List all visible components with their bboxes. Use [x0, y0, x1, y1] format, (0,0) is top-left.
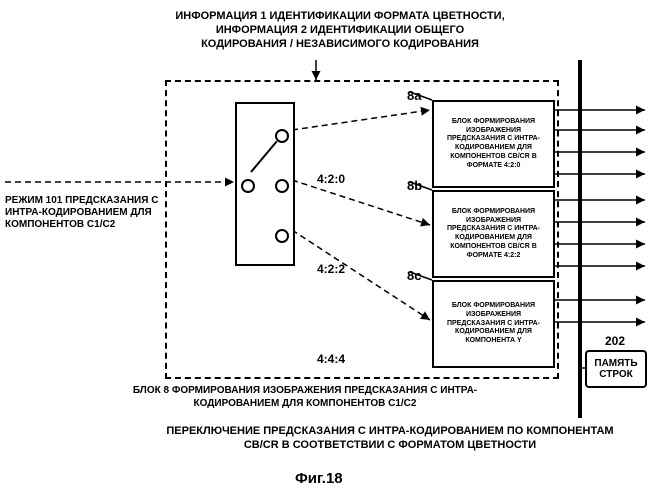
switch-port-out-3 [275, 229, 289, 243]
block-8b: БЛОК ФОРМИРОВАНИЯ ИЗОБРАЖЕНИЯ ПРЕДСКАЗАН… [432, 190, 555, 278]
header-line1: ИНФОРМАЦИЯ 1 ИДЕНТИФИКАЦИИ ФОРМАТА ЦВЕТН… [175, 10, 504, 22]
bottom-description: ПЕРЕКЛЮЧЕНИЕ ПРЕДСКАЗАНИЯ С ИНТРА-КОДИРО… [150, 425, 630, 453]
ratio-444: 4:4:4 [317, 352, 345, 366]
header-line3: КОДИРОВАНИЯ / НЕЗАВИСИМОГО КОДИРОВАНИЯ [201, 38, 479, 50]
ratio-422: 4:2:2 [317, 262, 345, 276]
block-8-container: 8a 8b 8c 4:2:0 4:2:2 4:4:4 БЛОК ФОРМИРОВ… [165, 80, 559, 379]
label-8a: 8a [407, 88, 421, 103]
label-8b: 8b [407, 178, 422, 193]
memory-num: 202 [605, 334, 625, 348]
header-line2: ИНФОРМАЦИЯ 2 ИДЕНТИФИКАЦИИ ОБЩЕГО [216, 24, 464, 36]
switch-arm [250, 141, 277, 173]
block-8c: БЛОК ФОРМИРОВАНИЯ ИЗОБРАЖЕНИЯ ПРЕДСКАЗАН… [432, 280, 555, 368]
figure-caption: Фиг.18 [295, 470, 343, 487]
switch-port-in [241, 179, 255, 193]
label-8c: 8c [407, 268, 421, 283]
switch-box [235, 102, 295, 266]
block-8a: БЛОК ФОРМИРОВАНИЯ ИЗОБРАЖЕНИЯ ПРЕДСКАЗАН… [432, 100, 555, 188]
switch-port-out-2 [275, 179, 289, 193]
ratio-420: 4:2:0 [317, 172, 345, 186]
left-input-label: РЕЖИМ 101 ПРЕДСКАЗАНИЯ С ИНТРА-КОДИРОВАН… [5, 195, 160, 231]
memory-box: ПАМЯТЬ СТРОК [585, 350, 647, 388]
header-text: ИНФОРМАЦИЯ 1 ИДЕНТИФИКАЦИИ ФОРМАТА ЦВЕТН… [140, 10, 540, 51]
block-8-caption: БЛОК 8 ФОРМИРОВАНИЯ ИЗОБРАЖЕНИЯ ПРЕДСКАЗ… [130, 385, 480, 410]
